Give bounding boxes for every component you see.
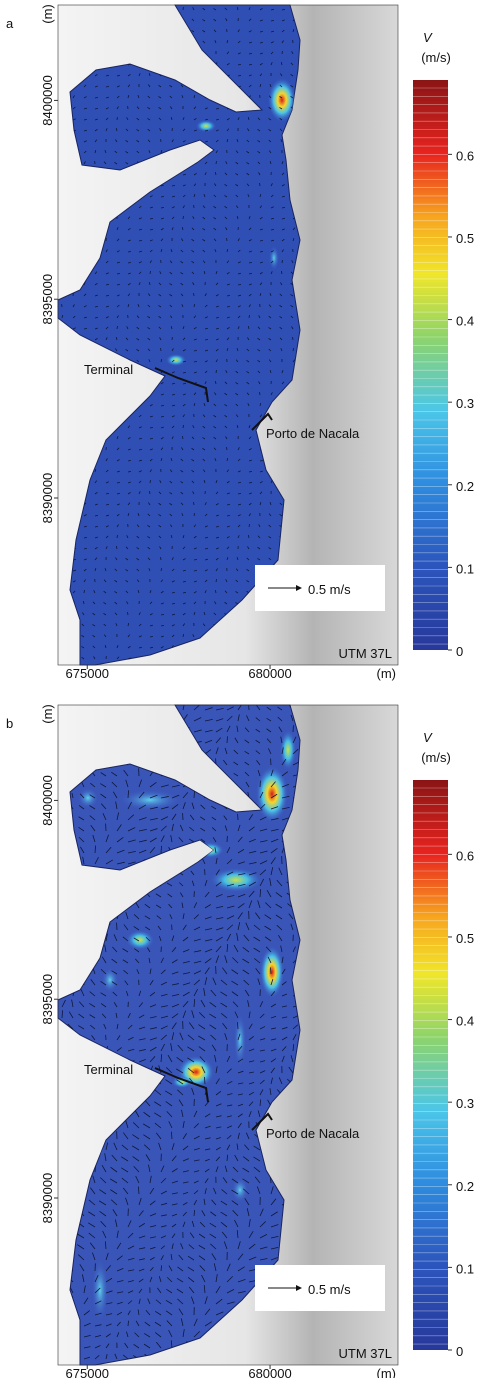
flow-arrow [84,590,85,593]
colorbar-unit: (m/s) [421,50,451,65]
colorbar-title: V [423,30,433,45]
x-unit: (m) [377,666,397,681]
x-tick-label: 680000 [248,1366,291,1378]
colorbar-unit: (m/s) [421,750,451,765]
velocity-hotspot [92,1260,108,1320]
colorbar [413,780,448,1350]
velocity-hotspot [256,766,288,822]
annotation-port: Porto de Nacala [266,1126,360,1141]
colorbar-tick-label: 0.2 [456,1179,474,1194]
colorbar-tick-label: 0.1 [456,561,474,576]
map-panel: b Terminal Porto de Nacala 0.5 m/s UTM 37L 67… [6,702,474,1378]
flow-arrow [216,579,217,582]
annotation-terminal: Terminal [84,362,133,377]
y-tick-label: 8390000 [40,1173,55,1224]
panel-label: b [6,716,13,731]
y-tick-label: 8395000 [40,274,55,325]
flow-arrow [249,315,250,318]
annotation-port: Porto de Nacala [266,426,360,441]
velocity-hotspot [102,968,118,992]
scale-label: 0.5 m/s [308,1282,351,1297]
flow-arrow [216,370,217,373]
velocity-hotspot [269,246,279,270]
colorbar-tick-label: 0.4 [456,1014,474,1029]
colorbar-tick-label: 0.2 [456,479,474,494]
colorbar-title: V [423,730,433,745]
flow-arrow [161,846,162,853]
colorbar-tick-label: 0 [456,1344,463,1359]
y-tick-label: 8395000 [40,974,55,1025]
velocity-hotspot [234,1014,246,1066]
y-unit: (m) [40,4,55,24]
x-tick-label: 675000 [66,1366,109,1378]
scale-label: 0.5 m/s [308,582,351,597]
velocity-hotspot [166,354,186,366]
colorbar-tick-label: 0.6 [456,148,474,163]
colorbar-tick-label: 0 [456,644,463,659]
flow-arrow [128,1321,129,1326]
y-tick-label: 8390000 [40,473,55,524]
colorbar-tick-label: 0.1 [456,1261,474,1276]
flow-arrow [249,524,250,527]
colorbar-tick-label: 0.4 [456,314,474,329]
x-tick-label: 675000 [66,666,109,681]
velocity-hotspot [126,930,154,950]
annotation-terminal: Terminal [84,1062,133,1077]
flow-arrow [183,425,184,428]
velocity-hotspot [260,946,284,998]
flow-arrow [117,535,118,538]
flow-arrow [150,480,151,483]
flow-arrow [62,1010,63,1018]
projection-label: UTM 37L [339,1346,392,1361]
projection-label: UTM 37L [339,646,392,661]
colorbar-tick-label: 0.3 [456,1096,474,1111]
y-unit: (m) [40,704,55,724]
velocity-hotspot [232,1178,248,1202]
x-unit: (m) [377,1366,397,1378]
map-panel: a Terminal Porto de Nacala 0.5 m/s UTM 37L 67… [6,4,474,681]
velocity-hotspot [196,120,216,132]
flow-arrow [282,260,283,263]
y-tick-label: 8400000 [40,75,55,126]
colorbar [413,80,448,650]
colorbar-tick-label: 0.6 [456,848,474,863]
x-tick-label: 680000 [248,666,291,681]
colorbar-tick-label: 0.3 [456,396,474,411]
colorbar-tick-label: 0.5 [456,931,474,946]
flow-arrow [237,1022,238,1029]
y-tick-label: 8400000 [40,775,55,826]
colorbar-tick-label: 0.5 [456,231,474,246]
panel-label: a [6,16,14,31]
flow-arrow [270,967,271,974]
flow-arrow [183,634,184,637]
